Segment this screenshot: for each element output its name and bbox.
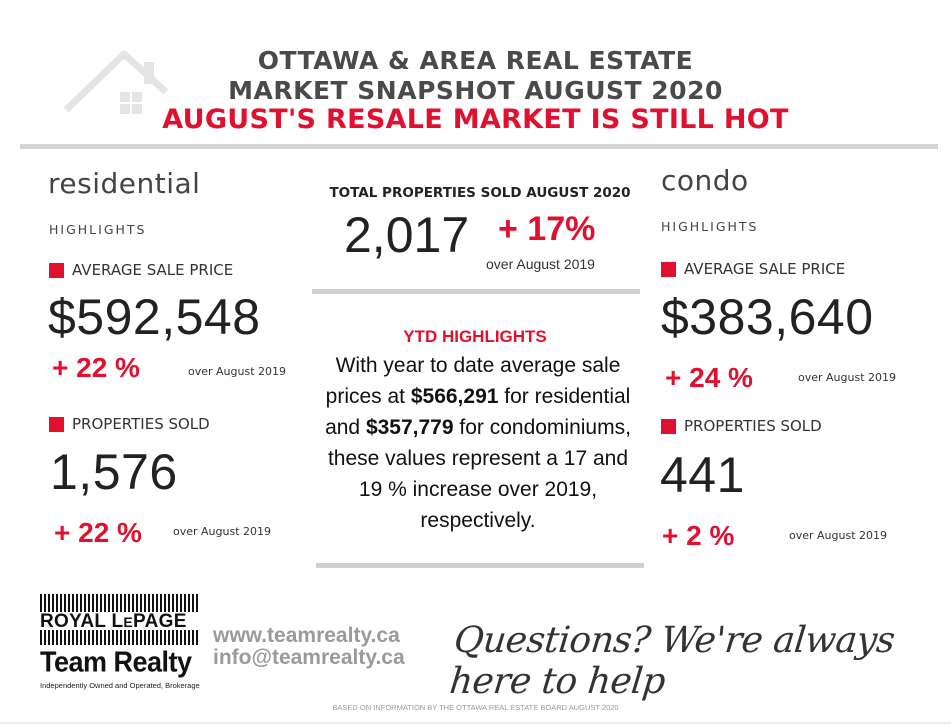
red-square-icon xyxy=(49,262,64,278)
ytd-condo-value: $357,779 xyxy=(365,416,454,439)
ytd-text-part: for residential and xyxy=(325,385,631,439)
residential-avg-price-text: AVERAGE SALE PRICE xyxy=(72,261,234,279)
total-sold-change: + 17% xyxy=(498,210,596,248)
ytd-text-part: for condominiums, these values represent… xyxy=(327,416,631,532)
residential-sold-label: PROPERTIES SOLD xyxy=(49,415,210,433)
tagline: Questions? We're always here to help xyxy=(447,620,897,702)
total-sold-value: 2,017 xyxy=(344,207,470,263)
residential-sold-text: PROPERTIES SOLD xyxy=(72,415,210,433)
condo-avg-price-over: over August 2019 xyxy=(798,371,897,384)
total-sold-over: over August 2019 xyxy=(486,256,595,272)
residential-sold-value: 1,576 xyxy=(50,444,178,500)
house-icon xyxy=(63,50,169,114)
condo-avg-price-value: $383,640 xyxy=(661,289,874,345)
condo-sold-value: 441 xyxy=(660,447,745,503)
residential-sold-change: + 22 % xyxy=(54,517,142,548)
red-square-icon xyxy=(49,416,64,432)
total-sold-heading: TOTAL PROPERTIES SOLD AUGUST 2020 xyxy=(329,185,631,201)
logo-text: PAGE xyxy=(133,611,187,632)
headline: AUGUST'S RESALE MARKET IS STILL HOT xyxy=(162,104,789,135)
red-square-icon xyxy=(661,261,676,277)
condo-avg-price-label: AVERAGE SALE PRICE xyxy=(661,260,845,278)
middle-divider-top xyxy=(312,289,640,294)
condo-avg-price-change: + 24 % xyxy=(665,362,753,393)
residential-avg-price-label: AVERAGE SALE PRICE xyxy=(49,261,233,279)
condo-highlights-label: HIGHLIGHTS xyxy=(661,219,759,234)
logo-text: E xyxy=(123,614,134,630)
condo-sold-over: over August 2019 xyxy=(789,529,888,542)
residential-avg-price-value: $592,548 xyxy=(48,289,261,345)
logo-team-realty: Team Realty xyxy=(40,646,192,678)
ytd-text-part: With year to date average sale prices at xyxy=(325,354,621,408)
condo-sold-label: PROPERTIES SOLD xyxy=(661,417,822,435)
email-link[interactable]: info@teamrealty.ca xyxy=(213,646,405,669)
condo-avg-price-text: AVERAGE SALE PRICE xyxy=(684,260,846,278)
residential-title: residential xyxy=(48,167,201,200)
bottom-edge xyxy=(0,722,951,724)
logo-barcode-top xyxy=(40,594,198,612)
residential-avg-price-over: over August 2019 xyxy=(188,365,287,378)
ytd-heading: YTD HIGHLIGHTS xyxy=(403,327,547,346)
residential-highlights-label: HIGHLIGHTS xyxy=(49,222,147,237)
website-link[interactable]: www.teamrealty.ca xyxy=(213,624,400,647)
ytd-residential-value: $566,291 xyxy=(410,385,499,408)
logo-brokerage-note: Independently Owned and Operated, Broker… xyxy=(40,681,200,690)
condo-title: condo xyxy=(661,164,749,197)
ytd-text: With year to date average sale prices at… xyxy=(318,350,638,536)
logo-royal-lepage: ROYAL LEPAGE xyxy=(40,611,187,633)
residential-sold-over: over August 2019 xyxy=(173,525,272,538)
condo-sold-text: PROPERTIES SOLD xyxy=(684,417,822,435)
logo-barcode-bottom xyxy=(40,630,198,645)
header-divider xyxy=(20,144,938,149)
title-line-2: MARKET SNAPSHOT AUGUST 2020 xyxy=(228,76,723,105)
title-line-1: OTTAWA & AREA REAL ESTATE xyxy=(257,46,694,75)
middle-divider-bottom xyxy=(316,563,644,568)
residential-avg-price-change: + 22 % xyxy=(52,352,140,383)
logo-text: ROYAL L xyxy=(40,611,124,632)
condo-sold-change: + 2 % xyxy=(662,520,735,551)
source-note: BASED ON INFORMATION BY THE OTTAWA REAL … xyxy=(332,703,619,712)
red-square-icon xyxy=(661,418,676,434)
